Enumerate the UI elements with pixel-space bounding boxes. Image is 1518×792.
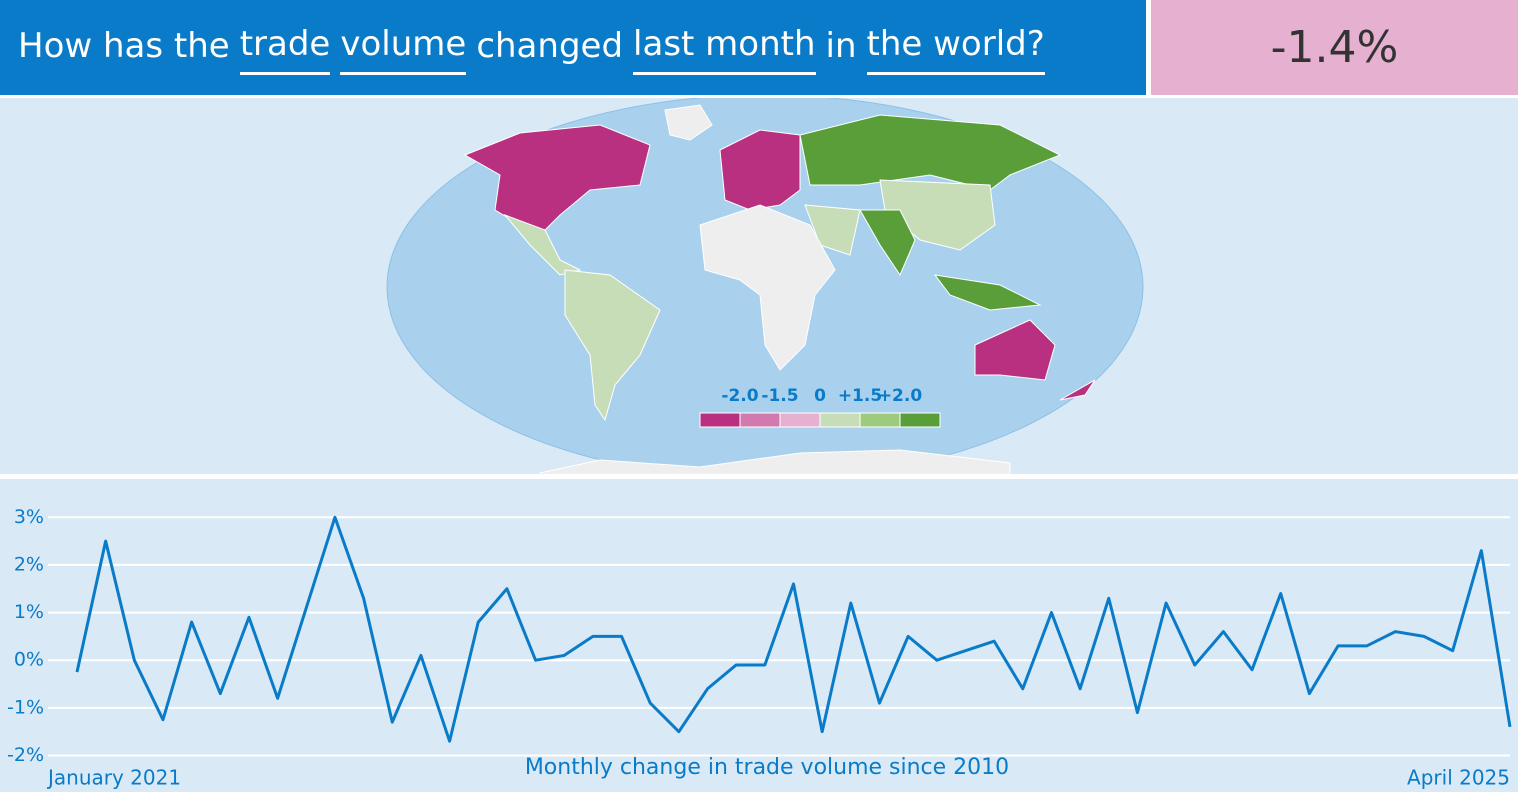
india xyxy=(859,209,916,277)
north-america xyxy=(463,124,651,231)
new-zealand xyxy=(1059,379,1096,401)
map-legend: -2.0 -1.5 0 +1.5+2.0 xyxy=(699,386,941,428)
question-bar: How has the trade volume changed last month i… xyxy=(0,0,1146,95)
legend-swatch xyxy=(859,412,901,428)
legend-label: -1.5 xyxy=(761,386,798,406)
legend-swatch xyxy=(699,412,741,428)
antarctica xyxy=(539,449,1011,474)
europe xyxy=(719,129,801,211)
legend-label: +1.5 xyxy=(838,386,882,406)
question-text: in xyxy=(825,25,857,66)
x-tick-label: April 2025 xyxy=(1407,766,1510,790)
question-dropdown[interactable]: trade xyxy=(239,24,331,75)
greenland xyxy=(664,104,713,141)
y-tick-label: 0% xyxy=(14,649,44,671)
y-tick-label: 1% xyxy=(14,601,44,623)
y-tick-label: -2% xyxy=(7,744,44,766)
legend-swatch xyxy=(739,412,781,428)
question-text: How has the xyxy=(18,25,230,66)
middle-east xyxy=(804,204,861,256)
chart-title: Monthly change in trade volume since 201… xyxy=(525,755,1009,780)
data-line xyxy=(75,515,1512,743)
legend-label: -2.0 xyxy=(721,386,758,406)
australia xyxy=(974,319,1056,381)
question-dropdown[interactable]: last month xyxy=(633,24,816,75)
southeast-asia xyxy=(933,274,1042,311)
y-tick-label: -1% xyxy=(7,696,44,718)
chart: Monthly change in trade volume since 201… xyxy=(0,479,1518,792)
result-value: -1.4% xyxy=(1151,0,1518,95)
legend-swatch xyxy=(779,412,821,428)
y-tick-label: 2% xyxy=(14,553,44,575)
africa xyxy=(699,204,836,371)
south-america xyxy=(564,269,661,422)
central-america xyxy=(503,213,582,276)
legend-label: 0 xyxy=(814,386,826,406)
world-map xyxy=(386,98,1144,474)
russia xyxy=(799,114,1062,191)
legend-swatch xyxy=(819,412,861,428)
legend-label: +2.0 xyxy=(878,386,923,406)
y-tick-label: 3% xyxy=(14,506,44,528)
question-dropdown[interactable]: the world? xyxy=(866,24,1045,75)
question-dropdown[interactable]: volume xyxy=(340,24,467,75)
legend-swatch xyxy=(899,412,941,428)
map-panel: -2.0 -1.5 0 +1.5+2.0 xyxy=(0,98,1518,474)
question-text: changed xyxy=(476,25,624,66)
chart-background xyxy=(0,479,1518,792)
x-tick-label: January 2021 xyxy=(46,766,181,790)
